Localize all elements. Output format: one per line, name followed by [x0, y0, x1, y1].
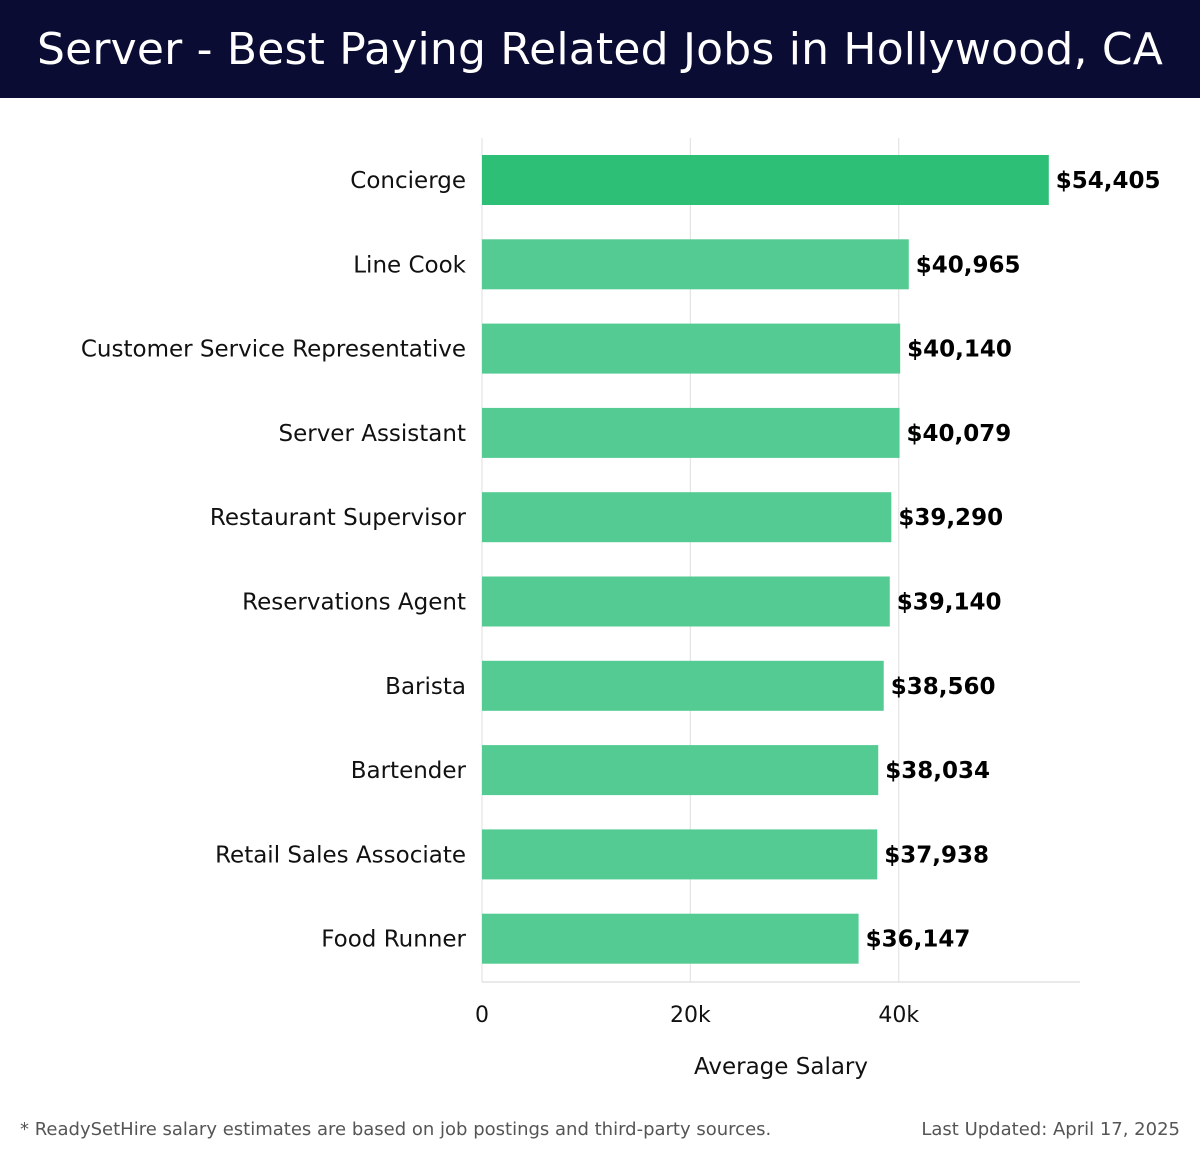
bar [482, 913, 859, 964]
bar [482, 407, 900, 458]
category-label: Server Assistant [278, 421, 466, 447]
category-label: Reservations Agent [242, 590, 466, 616]
category-label: Retail Sales Associate [215, 842, 466, 868]
value-label: $40,079 [907, 421, 1012, 447]
value-label: $38,560 [891, 674, 996, 700]
footnote: * ReadySetHire salary estimates are base… [20, 1119, 772, 1140]
category-label: Customer Service Representative [81, 337, 466, 363]
value-label: $39,140 [897, 590, 1002, 616]
value-label: $37,938 [884, 842, 989, 868]
bar [482, 745, 879, 796]
axis-layer: 0 20k 40k Average Salary [475, 981, 1080, 1080]
bar [482, 492, 892, 543]
bar [482, 829, 878, 880]
value-label: $39,290 [898, 505, 1003, 531]
chart-header: Server - Best Paying Related Jobs in Hol… [0, 0, 1200, 98]
category-label: Concierge [350, 168, 466, 194]
x-tick-label: 40k [878, 1003, 919, 1028]
category-label: Barista [385, 674, 466, 700]
bar [482, 660, 884, 711]
x-axis-label: Average Salary [694, 1054, 868, 1080]
bar-chart: Concierge $54,405 Line Cook $40,965 Customer… [81, 138, 1161, 1080]
x-tick-label: 0 [475, 1003, 489, 1028]
category-label: Line Cook [353, 252, 466, 278]
value-label: $40,140 [907, 337, 1012, 363]
value-label: $38,034 [885, 758, 990, 784]
last-updated: Last Updated: April 17, 2025 [921, 1119, 1180, 1140]
bar [482, 155, 1049, 205]
value-label: $40,965 [916, 252, 1021, 278]
bar-layer [482, 155, 1049, 964]
category-label: Restaurant Supervisor [210, 505, 467, 531]
x-tick-label: 20k [670, 1003, 711, 1028]
chart-title: Server - Best Paying Related Jobs in Hol… [36, 23, 1164, 75]
bar [482, 239, 909, 290]
label-layer: Concierge $54,405 Line Cook $40,965 Customer… [81, 168, 1161, 953]
value-label: $54,405 [1056, 168, 1161, 194]
value-label: $36,147 [866, 927, 971, 953]
category-label: Food Runner [321, 927, 466, 953]
category-label: Bartender [351, 758, 467, 784]
bar [482, 576, 890, 627]
bar [482, 323, 901, 374]
